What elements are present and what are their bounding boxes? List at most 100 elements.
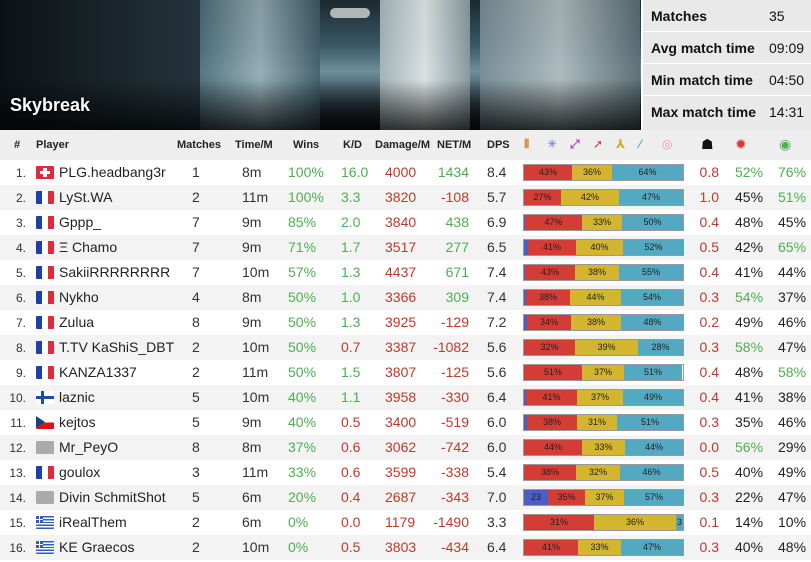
country-flag-icon (36, 441, 54, 454)
player-matches: 8 (192, 439, 200, 455)
player-name[interactable]: Divin SchmitShot (59, 489, 166, 505)
player-time-per-match: 10m (242, 264, 270, 280)
table-row[interactable]: 10. laznic 5 10m 40% 1.1 3958 -330 6.4 41% 37% 49% 0… (0, 385, 811, 410)
country-flag-icon (36, 491, 54, 504)
table-row[interactable]: 8. T.TV KaShiS_DBT 2 10m 50% 0.7 3387 -1082 5.6 3… (0, 335, 811, 360)
player-name[interactable]: Ξ Chamo (59, 239, 118, 255)
player-dps: 6.5 (487, 239, 507, 255)
skull-icon[interactable]: ☗ (701, 136, 714, 152)
weapon-accuracy-bar: 38% 32% 46% (523, 464, 684, 481)
player-matches: 2 (192, 339, 200, 355)
orb-icon[interactable]: ◎ (662, 137, 673, 151)
player-stat-b: 48% (735, 364, 764, 380)
player-dps: 5.6 (487, 364, 507, 380)
player-name[interactable]: Mr_PeyO (59, 439, 119, 455)
table-row[interactable]: 2. LySt.WA 2 11m 100% 3.3 3820 -108 5.7 27% 42% 47%… (0, 185, 811, 210)
weapon-accuracy-bar: 41% 40% 52% (523, 239, 684, 256)
eye-icon[interactable]: ◉ (779, 136, 792, 152)
column-header-kd[interactable]: K/D (343, 139, 362, 151)
summary-value: 09:09 (769, 40, 805, 56)
column-header-player[interactable]: Player (36, 139, 70, 151)
bar-segment-3: 37% (585, 490, 624, 505)
player-damage: 2687 (385, 489, 417, 505)
player-stat-c: 58% (778, 364, 807, 380)
player-name[interactable]: T.TV KaShiS_DBT (59, 339, 175, 355)
row-rank: 12. (9, 441, 26, 455)
column-header-matches[interactable]: Matches (177, 139, 222, 151)
player-net: 438 (445, 214, 469, 230)
player-name[interactable]: SakiiRRRRRRRR (59, 264, 171, 280)
weapon-accuracy-bar: 41% 33% 47% (523, 539, 684, 556)
player-stat-c: 47% (778, 489, 807, 505)
bar-segment-2: 34% (527, 315, 571, 330)
bullets-icon[interactable]: ⦀ (524, 137, 530, 151)
column-header-wins[interactable]: Wins (293, 139, 320, 151)
column-header-time[interactable]: Time/M (235, 139, 273, 151)
table-row[interactable]: 5. SakiiRRRRRRRR 7 10m 57% 1.3 4437 671 7.4 43% 38… (0, 260, 811, 285)
column-header-net[interactable]: NET/M (437, 139, 472, 151)
table-row[interactable]: 1. PLG.headbang3r 1 8m 100% 16.0 4000 1434 8.4 43… (0, 160, 811, 185)
column-header-rank[interactable]: # (14, 139, 21, 151)
claw-icon[interactable]: ✹ (735, 136, 747, 152)
rocket-icon[interactable]: ➚ (593, 137, 604, 151)
player-name[interactable]: PLG.headbang3r (59, 164, 166, 180)
table-row[interactable]: 12. Mr_PeyO 8 8m 37% 0.6 3062 -742 6.0 44% 33% 44% 0… (0, 435, 811, 460)
player-name[interactable]: KANZA1337 (59, 364, 137, 380)
column-header-dps[interactable]: DPS (487, 139, 510, 151)
bar-segment-4: 50% (622, 215, 683, 230)
player-dps: 7.0 (487, 489, 507, 505)
triad-icon[interactable]: ⅄ (616, 137, 626, 151)
summary-label: Max match time (651, 104, 757, 120)
summary-row-matches: Matches 35 (643, 0, 811, 32)
table-row[interactable]: 3. Gppp_ 7 9m 85% 2.0 3840 438 6.9 47% 33% 50% 0.4 48… (0, 210, 811, 235)
player-wins: 20% (288, 489, 317, 505)
country-flag-icon (36, 416, 54, 429)
player-net: -330 (440, 389, 469, 405)
table-row[interactable]: 13. goulox 3 11m 33% 0.6 3599 -338 5.4 38% 32% 46% 0… (0, 460, 811, 485)
player-net: -129 (440, 314, 469, 330)
player-stat-b: 35% (735, 414, 764, 430)
table-row[interactable]: 9. KANZA1337 2 11m 50% 1.5 3807 -125 5.6 51% 37% 51… (0, 360, 811, 385)
table-row[interactable]: 6. Nykho 4 8m 50% 1.0 3366 309 7.4 38% 44% 54% 0.3 54… (0, 285, 811, 310)
player-kd: 0.6 (341, 439, 361, 455)
player-name[interactable]: goulox (59, 464, 101, 480)
cross-hair-icon[interactable]: ✳ (547, 137, 558, 151)
bar-segment-3: 37% (577, 390, 623, 405)
row-rank: 3. (15, 216, 26, 230)
player-matches: 3 (192, 464, 200, 480)
player-wins: 50% (288, 339, 317, 355)
shotgun-icon[interactable]: ⤢ (570, 137, 580, 151)
country-flag-icon (36, 466, 54, 479)
table-row[interactable]: 14. Divin SchmitShot 5 6m 20% 0.4 2687 -343 7.0 2… (0, 485, 811, 510)
rail-icon[interactable]: ⁄ (639, 137, 642, 151)
player-stat-c: 44% (778, 264, 807, 280)
player-damage: 3803 (385, 539, 417, 555)
player-name[interactable]: Zulua (59, 314, 95, 330)
country-flag-icon (36, 166, 54, 179)
bar-segment-4: 51% (617, 415, 683, 430)
column-header-damage[interactable]: Damage/M (375, 139, 431, 151)
player-stat-a: 0.1 (699, 514, 719, 530)
player-name[interactable]: kejtos (59, 414, 96, 430)
player-name[interactable]: LySt.WA (59, 189, 113, 205)
player-name[interactable]: Nykho (59, 289, 99, 305)
bar-segment-2: 43% (524, 165, 572, 180)
table-row[interactable]: 4. Ξ Chamo 7 9m 71% 1.7 3517 277 6.5 41% 40% 52% 0.5… (0, 235, 811, 260)
bar-segment-1 (524, 290, 526, 305)
player-time-per-match: 6m (242, 514, 262, 530)
player-stat-c: 46% (778, 314, 807, 330)
player-stat-b: 40% (735, 539, 764, 555)
table-row[interactable]: 11. kejtos 5 9m 40% 0.5 3400 -519 6.0 38% 31% 51% 0.… (0, 410, 811, 435)
table-row[interactable]: 7. Zulua 8 9m 50% 1.3 3925 -129 7.2 34% 38% 48% 0.2 4… (0, 310, 811, 335)
player-time-per-match: 11m (242, 464, 269, 480)
player-net: -108 (440, 189, 469, 205)
summary-row-max-time: Max match time 14:31 (643, 96, 811, 128)
player-name[interactable]: laznic (59, 389, 95, 405)
bar-segment-3: 32% (576, 465, 620, 480)
player-net: -1082 (433, 339, 469, 355)
player-name[interactable]: Gppp_ (59, 214, 102, 230)
table-row[interactable]: 15. iRealThem 2 6m 0% 0.0 1179 -1490 3.3 31% 36% 3 0… (0, 510, 811, 535)
player-name[interactable]: KE Graecos (59, 539, 135, 555)
player-name[interactable]: iRealThem (59, 514, 127, 530)
table-row[interactable]: 16. KE Graecos 2 10m 0% 0.5 3803 -434 6.4 41% 33% 4… (0, 535, 811, 560)
